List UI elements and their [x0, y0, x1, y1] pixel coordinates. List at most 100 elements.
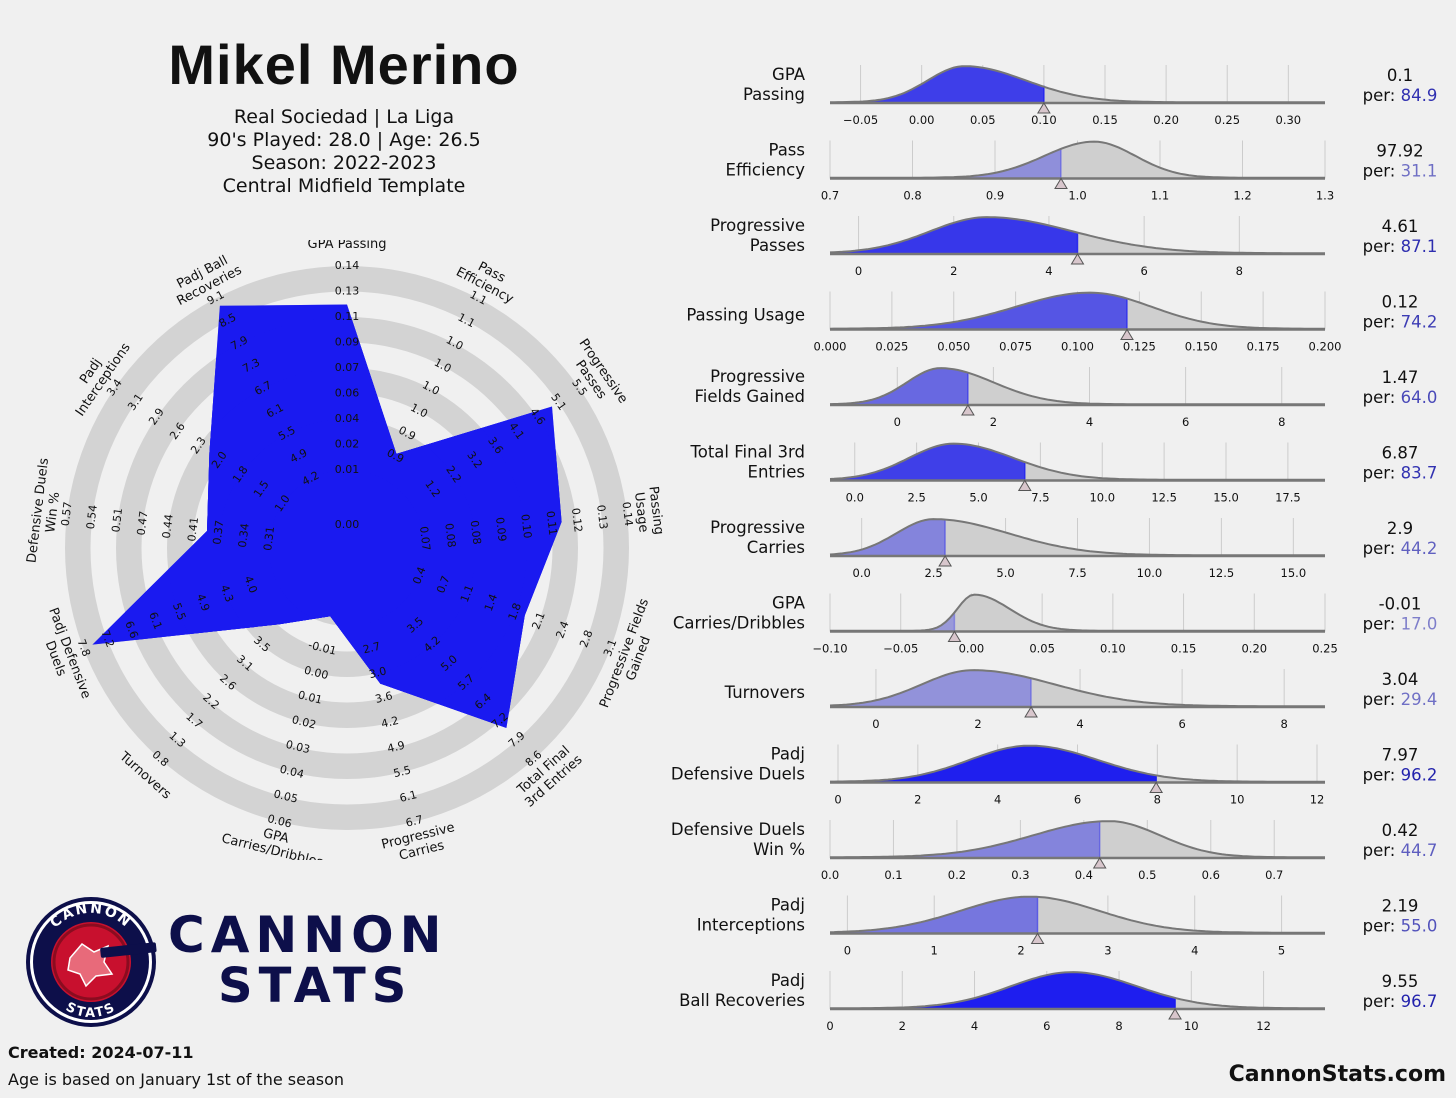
- percentile-number: 64.0: [1401, 388, 1438, 407]
- density-tick-label: 0.25: [1312, 642, 1338, 656]
- density-row-label-line: Padj: [771, 745, 805, 764]
- percentile-number: 29.4: [1401, 690, 1438, 709]
- density-tick-label: 2: [990, 415, 997, 429]
- density-row-label: Total Final 3rd Entries: [689, 443, 805, 482]
- density-row-label: Turnovers: [724, 683, 805, 702]
- radar-axis-label-line: Usage: [631, 491, 651, 533]
- per-label: per:: [1363, 917, 1401, 936]
- density-row-label: GPA Passing: [743, 65, 806, 104]
- radar-tick-label: 1.8: [506, 601, 524, 622]
- density-tick-label: 0: [855, 264, 862, 278]
- density-percentile: per: 64.0: [1363, 388, 1438, 407]
- radar-tick-label: 0.14: [335, 259, 360, 272]
- density-tick-label: 7.5: [1068, 566, 1086, 580]
- density-value: 0.1: [1387, 66, 1413, 85]
- density-percentile: per: 87.1: [1363, 237, 1438, 256]
- density-tick-label: 0.25: [1214, 113, 1240, 127]
- radar-axis-label: GPA Passing: [308, 240, 387, 252]
- density-area: [830, 594, 1325, 632]
- density-area: [830, 821, 1325, 858]
- density-tick-label: 0: [844, 944, 851, 958]
- density-percentile: per: 96.7: [1363, 992, 1438, 1011]
- density-row-label-line: Fields Gained: [695, 387, 806, 406]
- density-row-label-line: GPA: [772, 594, 806, 613]
- density-row-label-line: Carries: [747, 538, 805, 557]
- radar-fill-ring: [269, 470, 425, 626]
- density-tick-label: 3: [1104, 944, 1111, 958]
- density-value: 0.12: [1382, 293, 1419, 312]
- radar-tick-label: 0.06: [335, 387, 360, 400]
- density-tick-label: 0.10: [1031, 113, 1057, 127]
- logo-ring-bottom: STATS: [63, 1000, 116, 1021]
- density-marker: [1024, 706, 1038, 718]
- radar-tick-label: 5.5: [392, 763, 412, 780]
- density-tick-label: 0.025: [875, 340, 908, 354]
- per-label: per:: [1363, 162, 1401, 181]
- radar-tick-label: 3.6: [374, 689, 394, 706]
- density-tick-label: 8: [1115, 1019, 1122, 1033]
- density-area: [830, 670, 1325, 707]
- density-value: -0.01: [1379, 595, 1422, 614]
- density-tick-label: 1.3: [1316, 189, 1334, 203]
- density-value: 2.9: [1387, 519, 1413, 538]
- per-label: per:: [1363, 841, 1401, 860]
- radar-tick-label: 3.0: [368, 664, 388, 681]
- per-label: per:: [1363, 464, 1401, 483]
- density-marker: [1017, 479, 1032, 491]
- density-filled-area: [830, 896, 1038, 934]
- radar-tick-label: 0.06: [266, 812, 293, 830]
- radar-tick-label: 2.7: [362, 640, 382, 657]
- density-value: 1.47: [1382, 368, 1419, 387]
- density-tick-label: 10.0: [1137, 566, 1163, 580]
- radar-tick-label: 6.1: [146, 610, 164, 631]
- density-tick-label: 6: [1140, 264, 1147, 278]
- density-curve: [829, 291, 1325, 330]
- density-marker: [1054, 177, 1068, 189]
- radar-tick-label: 1.4: [482, 592, 500, 613]
- radar-tick-label: 0.57: [59, 501, 75, 527]
- density-marker: [938, 555, 952, 567]
- radar-tick-label: 0.47: [135, 510, 151, 536]
- density-tick-label: 0.20: [1241, 642, 1267, 656]
- radar-tick-label: 0.08: [442, 522, 458, 548]
- density-tick-label: 0.7: [1265, 868, 1283, 882]
- club-league: Real Sociedad | La Liga: [233, 106, 455, 128]
- density-row-label: Defensive Duels Win %: [671, 820, 805, 859]
- density-tick-label: 0.125: [1123, 340, 1156, 354]
- density-row-label-line: Progressive: [710, 216, 805, 235]
- density-filled-area: [830, 613, 955, 632]
- density-row-label-line: Passes: [750, 236, 805, 255]
- density-tick-label: 2: [914, 793, 921, 807]
- radar-tick-label: 6.7: [404, 813, 424, 830]
- per-label: per:: [1363, 690, 1401, 709]
- density-area: [830, 896, 1325, 934]
- radar-tick-label: 2.1: [529, 610, 547, 631]
- density-row-label: Progressive Fields Gained: [695, 367, 806, 406]
- per-label: per:: [1363, 539, 1401, 558]
- radar-chart: 0.01 0.02 0.04 0.06 0.07 0.09 0.11 0.13 0.14 0.00…: [24, 240, 666, 860]
- per-label: per:: [1363, 86, 1401, 105]
- radar-tick-label: 7.2: [98, 628, 116, 649]
- template-name: Central Midfield Template: [222, 175, 466, 197]
- percentile-number: 17.0: [1401, 615, 1438, 634]
- density-area: [830, 141, 1325, 179]
- per-label: per:: [1363, 766, 1401, 785]
- density-tick-label: 2.5: [924, 566, 942, 580]
- density-value: 9.55: [1382, 972, 1419, 991]
- density-row-label-line: Passing: [743, 85, 805, 104]
- density-filled-area: [830, 368, 968, 405]
- radar-axis-label-line: GPA: [261, 826, 290, 847]
- player-name: Mikel Merino: [168, 33, 520, 96]
- density-row-label-line: Win %: [753, 840, 805, 859]
- density-tick-label: 0.1: [884, 868, 902, 882]
- density-tick-label: 0.00: [959, 642, 985, 656]
- density-tick-label: 5.0: [996, 566, 1014, 580]
- site-link[interactable]: CannonStats.com: [1228, 1062, 1446, 1087]
- density-marker: [961, 404, 975, 416]
- percentile-number: 83.7: [1401, 464, 1438, 483]
- radar-tick-label: 0.13: [594, 504, 610, 530]
- played-age: 90's Played: 28.0 | Age: 26.5: [207, 129, 481, 151]
- density-row-label-line: Padj: [771, 896, 805, 915]
- density-tick-label: −0.10: [812, 642, 847, 656]
